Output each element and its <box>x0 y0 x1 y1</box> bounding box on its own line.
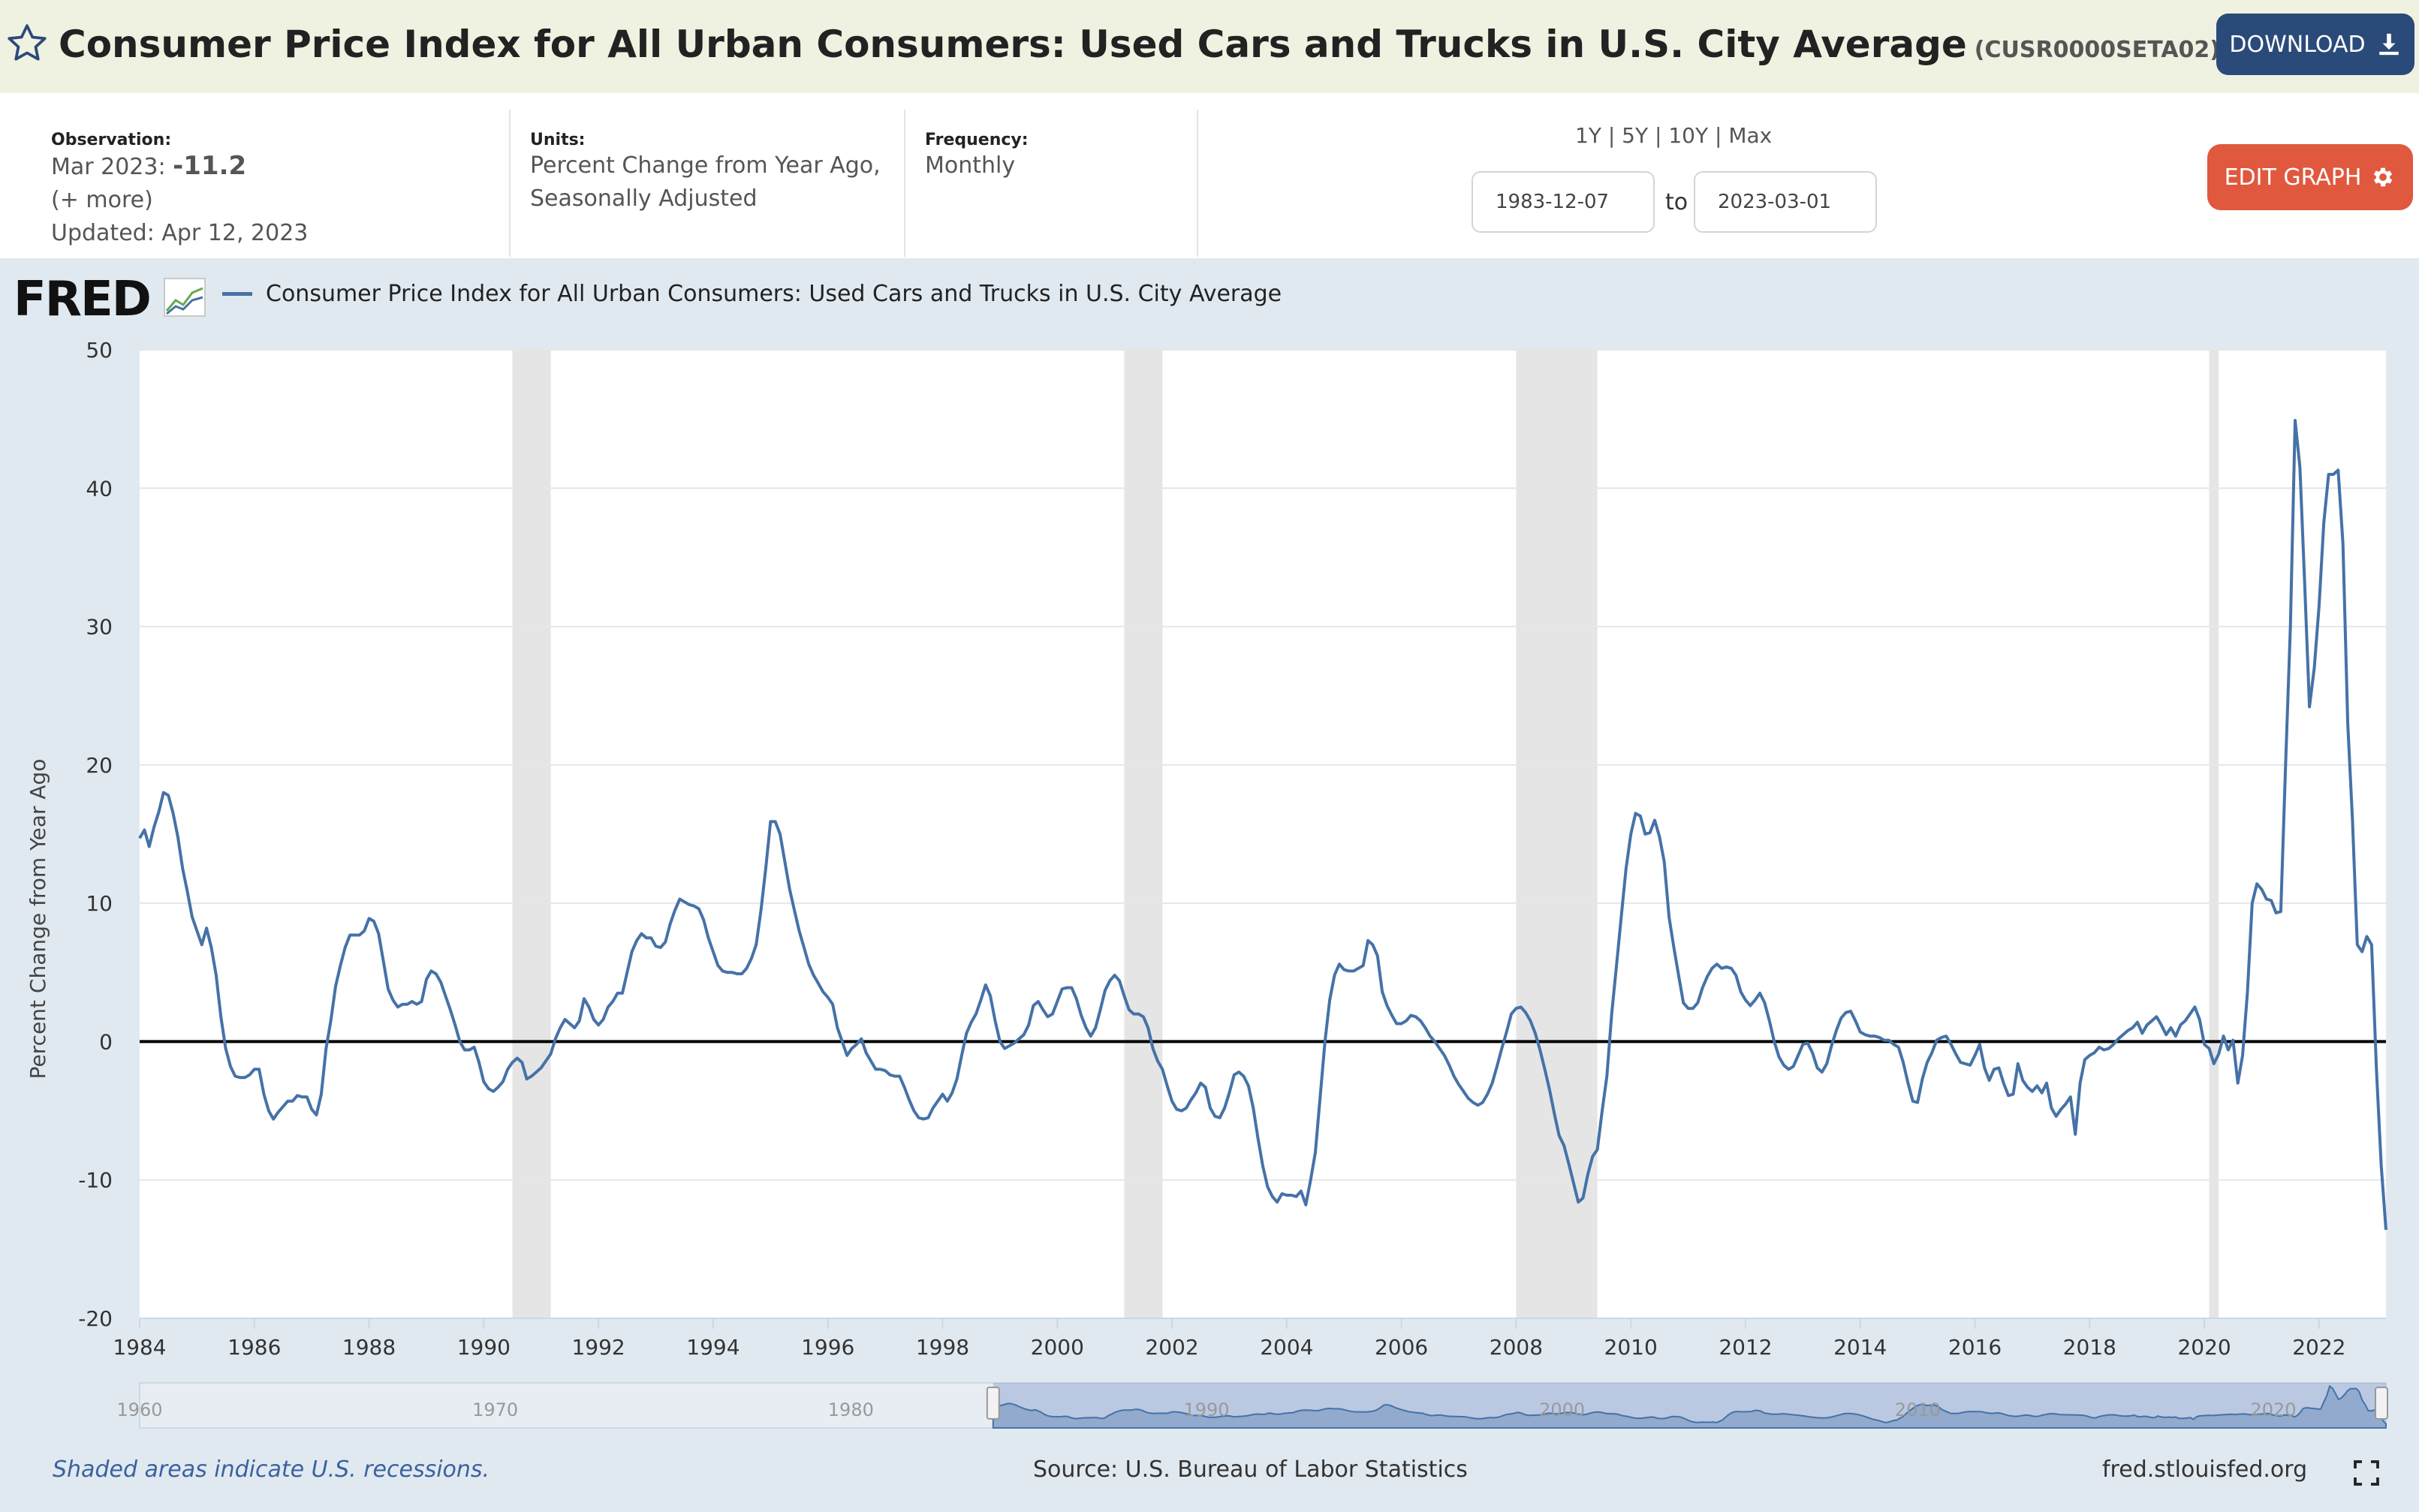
plot-area <box>140 350 2386 1318</box>
y-tick-label: 0 <box>99 1029 113 1054</box>
observation-date: Mar 2023: <box>51 154 166 180</box>
frequency-block: Frequency: Monthly <box>925 110 1198 257</box>
x-tick-label: 1994 <box>686 1335 740 1360</box>
x-tick-label: 2018 <box>2063 1335 2116 1360</box>
edit-graph-button[interactable]: EDIT GRAPH <box>2207 144 2413 210</box>
title-bar: Consumer Price Index for All Urban Consu… <box>0 0 2419 93</box>
observation-block: Observation: Mar 2023: -11.2 (+ more) Up… <box>51 110 511 257</box>
series-title: Consumer Price Index for All Urban Consu… <box>59 23 1967 66</box>
frequency-label: Frequency: <box>925 131 1029 149</box>
range-selector: 1Y | 5Y | 10Y | Max <box>1575 123 1772 148</box>
more-link[interactable]: (+ more) <box>51 187 153 213</box>
recession-band <box>2209 350 2219 1318</box>
series-line <box>138 419 2387 1230</box>
navigator-handle[interactable] <box>986 1387 1000 1420</box>
chart-legend: Consumer Price Index for All Urban Consu… <box>222 281 1282 307</box>
series-metadata: Observation: Mar 2023: -11.2 (+ more) Up… <box>0 93 2419 258</box>
end-date-input[interactable]: 2023-03-01 <box>1694 171 1877 233</box>
y-tick-label: 20 <box>86 753 113 778</box>
y-tick-label: 30 <box>86 615 113 640</box>
range-navigator[interactable]: 1960 1970 1980 1990 2000 2010 2020 <box>116 1382 2388 1429</box>
units-block: Units: Percent Change from Year Ago, Sea… <box>530 110 905 257</box>
y-tick-label: -20 <box>78 1306 113 1331</box>
units-label: Units: <box>530 131 586 149</box>
navigator-tick-label: 1980 <box>828 1399 874 1420</box>
x-tick-label: 1996 <box>801 1335 854 1360</box>
navigator-tick-label: 2000 <box>1539 1399 1585 1420</box>
navigator-tick-label: 2010 <box>1895 1399 1941 1420</box>
x-tick-label: 1984 <box>113 1335 166 1360</box>
star-icon[interactable] <box>5 21 50 66</box>
range-divider: | <box>1607 123 1622 148</box>
x-tick-label: 2020 <box>2177 1335 2231 1360</box>
graph-panel: -20 -10 0 10 20 30 40 50 1984 1986 1988 1990 1992 19… <box>0 258 2419 1512</box>
navigator-series <box>992 1384 2387 1429</box>
navigator-tick-label: 1990 <box>1183 1399 1229 1420</box>
source-note: Source: U.S. Bureau of Labor Statistics <box>1033 1456 1468 1483</box>
x-tick-label: 2022 <box>2292 1335 2345 1360</box>
fullscreen-icon[interactable] <box>2353 1459 2380 1486</box>
site-link[interactable]: fred.stlouisfed.org <box>2102 1456 2308 1483</box>
start-date-input[interactable]: 1983-12-07 <box>1472 171 1655 233</box>
x-tick-label: 1992 <box>571 1335 625 1360</box>
recession-band <box>512 350 551 1318</box>
y-axis: -20 -10 0 10 20 30 40 50 <box>78 338 113 1331</box>
edit-graph-label: EDIT GRAPH <box>2224 164 2362 191</box>
x-tick-label: 1986 <box>227 1335 281 1360</box>
range-5y[interactable]: 5Y <box>1622 123 1649 148</box>
range-max[interactable]: Max <box>1728 123 1773 148</box>
navigator-handle[interactable] <box>2375 1387 2388 1420</box>
recession-band <box>1516 350 1598 1318</box>
y-tick-label: 10 <box>86 891 113 916</box>
page-title: Consumer Price Index for All Urban Consu… <box>59 23 2220 66</box>
fred-logo[interactable]: FRED <box>14 272 152 327</box>
x-tick-label: 1990 <box>457 1335 511 1360</box>
legend-label: Consumer Price Index for All Urban Consu… <box>266 281 1282 307</box>
range-divider: | <box>1655 123 1669 148</box>
navigator-tick-label: 2020 <box>2250 1399 2296 1420</box>
recession-note: Shaded areas indicate U.S. recessions. <box>53 1456 490 1483</box>
x-tick-label: 1998 <box>916 1335 969 1360</box>
x-tick-label: 2010 <box>1604 1335 1658 1360</box>
units-value-2: Seasonally Adjusted <box>530 185 758 212</box>
chart-logo-icon <box>164 278 206 317</box>
x-axis: 1984 1986 1988 1990 1992 1994 1996 1998 2000 2002… <box>113 1318 2386 1360</box>
download-icon <box>2378 33 2399 56</box>
range-divider: | <box>1714 123 1729 148</box>
series-id: (CUSR0000SETA02) <box>1974 37 2220 63</box>
observation-label: Observation: <box>51 131 172 149</box>
frequency-value: Monthly <box>925 152 1016 179</box>
range-10y[interactable]: 10Y <box>1668 123 1709 148</box>
y-axis-label: Percent Change from Year Ago <box>26 759 50 1080</box>
units-value-1: Percent Change from Year Ago, <box>530 152 881 179</box>
download-button[interactable]: DOWNLOAD <box>2216 14 2414 75</box>
recession-band <box>1124 350 1163 1318</box>
y-tick-label: 40 <box>86 476 113 501</box>
x-tick-label: 2016 <box>1948 1335 2002 1360</box>
updated-date: Updated: Apr 12, 2023 <box>51 220 309 246</box>
y-tick-label: 50 <box>86 338 113 363</box>
x-tick-label: 2014 <box>1833 1335 1887 1360</box>
recession-shading <box>512 350 2219 1318</box>
download-label: DOWNLOAD <box>2229 31 2366 58</box>
x-tick-label: 2006 <box>1375 1335 1428 1360</box>
observation-value: -11.2 <box>173 151 247 181</box>
observation-value-line: Mar 2023: -11.2 <box>51 149 509 184</box>
navigator-tick-label: 1970 <box>472 1399 518 1420</box>
x-tick-label: 1988 <box>342 1335 396 1360</box>
x-tick-label: 2012 <box>1719 1335 1772 1360</box>
x-tick-label: 2008 <box>1490 1335 1543 1360</box>
range-1y[interactable]: 1Y <box>1575 123 1601 148</box>
y-tick-label: -10 <box>78 1168 113 1193</box>
legend-swatch <box>222 292 252 296</box>
x-tick-label: 2004 <box>1260 1335 1313 1360</box>
navigator-tick-label: 1960 <box>116 1399 162 1420</box>
to-label: to <box>1665 189 1688 215</box>
x-tick-label: 2002 <box>1145 1335 1198 1360</box>
gear-icon <box>2374 167 2393 187</box>
x-tick-label: 2000 <box>1031 1335 1084 1360</box>
